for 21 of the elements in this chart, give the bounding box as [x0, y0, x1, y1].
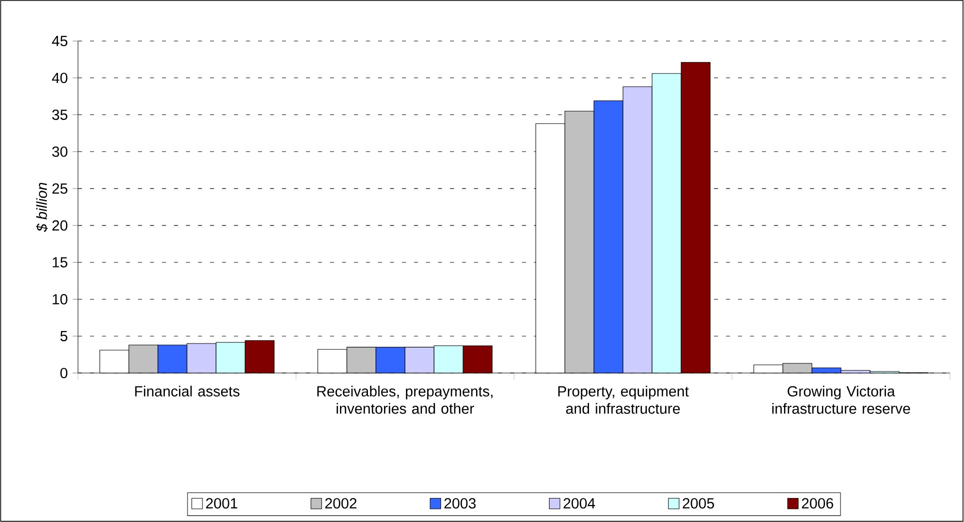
- y-tick-label: 25: [52, 183, 68, 194]
- y-tick-label: 30: [52, 146, 68, 157]
- y-tick-label: 5: [60, 331, 68, 342]
- y-axis-title: $ billion: [36, 182, 48, 232]
- y-tick-label: 15: [52, 257, 68, 268]
- y-tick-label: 20: [52, 220, 68, 231]
- legend-label: 2001: [206, 498, 238, 509]
- y-tick-label: 10: [52, 294, 68, 304]
- y-tick-label: 40: [52, 72, 68, 84]
- y-tick-label: 45: [52, 36, 68, 46]
- legend-label: 2004: [564, 498, 596, 509]
- x-tick-label: Receivables, prepayments, inventories and other: [317, 386, 493, 414]
- x-tick-label: Growing Victoria infrastructure reserve: [772, 386, 910, 414]
- y-tick-label: 0: [60, 368, 68, 378]
- legend-label: 2005: [682, 498, 714, 509]
- x-tick-label: Financial assets: [135, 386, 240, 396]
- legend-label: 2006: [802, 498, 834, 509]
- x-tick-label: Property, equipment and infrastructure: [558, 386, 689, 414]
- legend-label: 2003: [444, 498, 476, 509]
- y-tick-label: 35: [52, 110, 68, 120]
- legend-label: 2002: [325, 498, 356, 509]
